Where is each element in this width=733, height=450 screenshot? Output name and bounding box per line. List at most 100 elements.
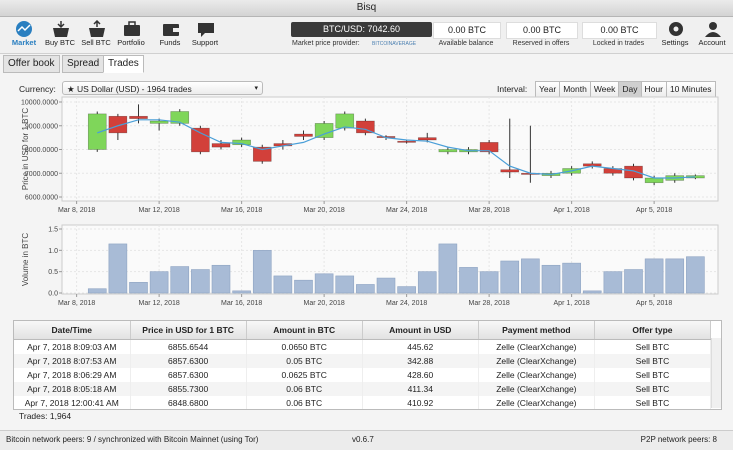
table-cell: 428.60 [362, 368, 479, 382]
balance-value: 0.00 BTC [506, 22, 578, 39]
candle-body [232, 139, 251, 146]
volume-bar [87, 288, 107, 294]
table-row[interactable]: Apr 7, 2018 12:00:41 AM 6848.6800 0.06 BTC… [14, 396, 712, 409]
scrollbar[interactable] [711, 338, 721, 408]
charts: Price in USD for 1 BTC 6000.0000 7000.0000… [21, 96, 719, 307]
table-cell: Apr 7, 2018 8:05:18 AM [14, 382, 131, 396]
table-row[interactable]: Apr 7, 2018 8:06:29 AM 6857.6300 0.0625 BT… [14, 368, 712, 382]
x-tick-label: Apr 5, 2018 [636, 207, 672, 214]
table-cell: Sell BTC [594, 382, 712, 396]
tab[interactable]: Spread [62, 55, 105, 73]
table-cell: Sell BTC [594, 354, 712, 368]
table-row[interactable]: Apr 7, 2018 8:05:18 AM 6855.7300 0.06 BTC 4… [14, 382, 712, 396]
nav-item[interactable]: Funds [159, 38, 181, 47]
x-tick-label: Mar 20, 2018 [304, 207, 345, 214]
column-header[interactable]: Payment method [478, 321, 595, 340]
candle-body [108, 115, 128, 134]
nav-item[interactable]: Account [698, 38, 726, 47]
candle-body [252, 146, 272, 162]
currency-label: Currency: [19, 84, 56, 94]
column-header[interactable]: Amount in USD [362, 321, 479, 340]
x-tick-label: Mar 20, 2018 [304, 300, 345, 307]
volume-bar [397, 286, 416, 294]
volume-bar [232, 290, 251, 294]
nav-item[interactable]: Market [11, 38, 37, 47]
candle-body [191, 127, 210, 153]
table-cell: 6857.6300 [130, 368, 247, 382]
candle-body [87, 113, 107, 150]
table-cell: 411.34 [362, 382, 479, 396]
trades-table: Date/Time Price in USD for 1 BTC Amount in… [13, 320, 722, 410]
nav-item[interactable]: Sell BTC [81, 38, 111, 47]
volume-bar [170, 266, 190, 294]
table-cell: 410.92 [362, 396, 479, 409]
table-cell: 0.0650 BTC [246, 339, 363, 354]
table-cell: 445.62 [362, 339, 479, 354]
candle-body [294, 133, 313, 137]
candle-body [149, 120, 169, 124]
table-row[interactable]: Apr 7, 2018 8:09:03 AM 6855.6544 0.0650 BT… [14, 339, 712, 354]
window-title: Bisq [356, 2, 377, 13]
volume-bar [273, 275, 293, 294]
y-tick-label: 1.0 [48, 248, 58, 255]
sell-icon [89, 20, 105, 37]
table-cell: 342.88 [362, 354, 479, 368]
tab[interactable]: Offer book [3, 55, 60, 73]
x-tick-label: Mar 28, 2018 [469, 300, 510, 307]
x-tick-label: Mar 12, 2018 [139, 207, 180, 214]
table-cell: Zelle (ClearXchange) [478, 382, 595, 396]
table-cell: Apr 7, 2018 8:09:03 AM [14, 339, 131, 354]
volume-bar [500, 260, 520, 294]
provider[interactable]: BITCOINAVERAGE [372, 41, 417, 47]
volume-bar [521, 258, 540, 294]
average-line [97, 119, 696, 179]
nav-item[interactable]: Buy BTC [44, 38, 75, 47]
x-tick-label: Apr 5, 2018 [636, 300, 672, 307]
volume-bar [624, 269, 643, 294]
volume-bar [417, 271, 437, 294]
currency-select[interactable]: ★ US Dollar (USD) - 1964 trades ▾ [62, 81, 263, 95]
table-cell: Zelle (ClearXchange) [478, 368, 595, 382]
table-cell: 6848.6800 [130, 396, 247, 409]
volume-bar [376, 277, 396, 294]
x-tick-label: Mar 28, 2018 [469, 207, 510, 214]
y-tick-label: 6000.0000 [25, 195, 58, 202]
title-bar: Bisq [0, 0, 733, 17]
column-header[interactable]: Price in USD for 1 BTC [130, 321, 247, 340]
column-header[interactable]: Amount in BTC [246, 321, 363, 340]
nav-item[interactable]: Support [191, 38, 219, 47]
volume-bar [335, 275, 355, 294]
candle-body [129, 115, 148, 119]
x-tick-label: Mar 12, 2018 [139, 300, 180, 307]
interval-label: Interval: [497, 84, 528, 94]
candle-body [417, 137, 437, 141]
candle-body [211, 143, 231, 148]
nav-item[interactable]: Portfolio [117, 38, 145, 47]
y-tick-label: 7000.0000 [25, 171, 58, 178]
table-cell: 6855.7300 [130, 382, 247, 396]
column-header[interactable]: Offer type [594, 321, 712, 340]
y-tick-label: 9000.0000 [25, 123, 58, 130]
y-tick-label: 10000.0000 [21, 100, 58, 107]
x-tick-label: Mar 8, 2018 [58, 300, 95, 307]
volume-bar [191, 269, 210, 294]
price-box[interactable]: BTC/USD: 7042.60 [291, 22, 432, 37]
volume-bar [252, 250, 272, 294]
x-tick-label: Mar 8, 2018 [58, 207, 95, 214]
table-row[interactable]: Apr 7, 2018 8:07:53 AM 6857.6300 0.05 BTC 3… [14, 354, 712, 368]
column-header[interactable]: Date/Time [14, 321, 131, 340]
account-icon [705, 22, 721, 37]
tab[interactable]: Trades [103, 55, 144, 73]
x-tick-label: Mar 16, 2018 [221, 207, 262, 214]
balance-label: Available balance [438, 40, 494, 47]
volume-bar [459, 267, 478, 294]
candle-body [479, 142, 499, 153]
candle-body [438, 149, 458, 153]
x-tick-label: Mar 16, 2018 [221, 300, 262, 307]
nav-item[interactable]: Settings [661, 38, 689, 47]
table-cell: Sell BTC [594, 396, 712, 409]
volume-bar [562, 262, 581, 294]
portfolio-icon [124, 21, 140, 36]
volume-bar [665, 258, 685, 294]
